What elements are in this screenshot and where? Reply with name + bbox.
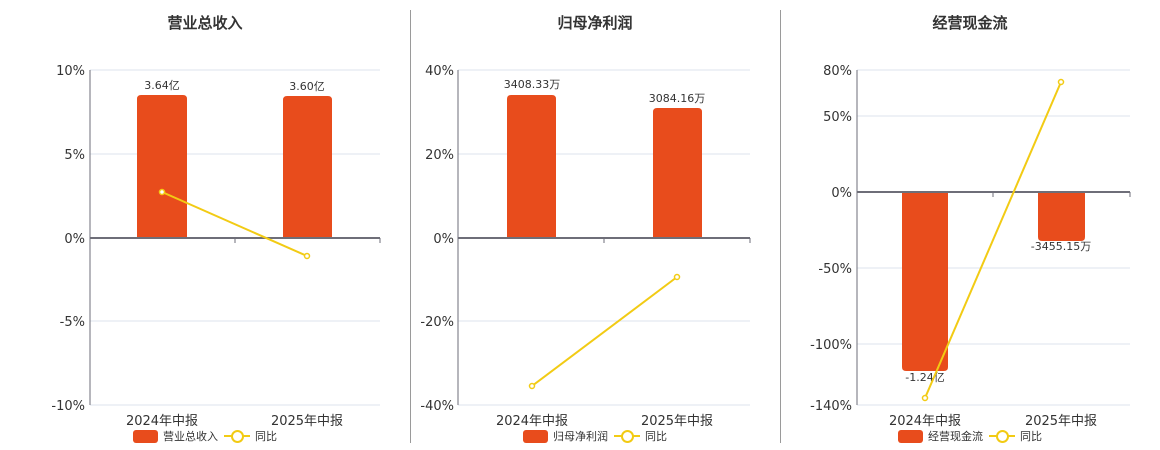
x-tick: 2024年中报 (496, 414, 568, 429)
panel-divider (410, 10, 411, 443)
y-tick: -100% (810, 338, 852, 353)
bar-value-label: 3408.33万 (504, 78, 561, 91)
bar-value-label: 3.60亿 (289, 80, 325, 93)
yoy-point[interactable] (1057, 78, 1065, 86)
chart-plot-net-profit: 40% 20% 0% -20% -40% 3408.33万 3084.16万 2… (420, 64, 751, 429)
chart-panel-revenue: 营业总收入 10% 5% 0% -5% -10% 3.64亿 3.60亿 202… (0, 0, 410, 450)
yoy-point[interactable] (528, 382, 536, 390)
panel-divider (780, 10, 781, 443)
y-tick: 0% (831, 186, 852, 201)
chart-panel-operating-cashflow: 经营现金流 80% 50% 0% -50% -100% -140% -1.24亿… (780, 0, 1160, 450)
y-tick: 40% (425, 64, 454, 79)
line-marker-icon (224, 429, 250, 443)
y-tick: 20% (425, 148, 454, 163)
x-tick: 2024年中报 (889, 414, 961, 429)
legend-label: 同比 (645, 430, 667, 443)
legend-label: 经营现金流 (928, 430, 983, 443)
chart-title: 经营现金流 (932, 14, 1008, 32)
yoy-line (924, 81, 1062, 399)
bar-2024[interactable] (137, 95, 187, 238)
y-tick: 5% (64, 148, 85, 163)
bar-value-label: -1.24亿 (905, 371, 944, 384)
legend-label: 营业总收入 (163, 430, 218, 443)
x-tick: 2025年中报 (1025, 414, 1097, 429)
yoy-point[interactable] (673, 273, 681, 281)
legend: 营业总收入 同比 (0, 428, 410, 444)
legend-label: 同比 (255, 430, 277, 443)
legend-item-bar[interactable]: 归母净利润 (523, 428, 608, 444)
yoy-line (531, 276, 678, 387)
chart-title: 归母净利润 (557, 14, 633, 32)
y-tick: 0% (433, 232, 454, 247)
bar-value-label: 3.64亿 (144, 79, 180, 92)
legend-item-bar[interactable]: 营业总收入 (133, 428, 218, 444)
y-tick: -20% (420, 315, 454, 330)
legend-item-bar[interactable]: 经营现金流 (898, 428, 983, 444)
y-tick: -5% (60, 315, 85, 330)
legend: 归母净利润 同比 (410, 428, 780, 444)
y-tick: -40% (420, 399, 454, 414)
bar-2025[interactable] (283, 96, 332, 238)
line-marker-icon (614, 429, 640, 443)
chart-title: 营业总收入 (167, 14, 243, 32)
x-tick: 2025年中报 (271, 414, 343, 429)
legend-label: 归母净利润 (553, 430, 608, 443)
bar-swatch-icon (523, 429, 548, 443)
y-tick: -10% (51, 399, 85, 414)
legend: 经营现金流 同比 (780, 428, 1160, 444)
bar-value-label: 3084.16万 (649, 92, 706, 105)
yoy-point[interactable] (158, 188, 166, 196)
legend-item-yoy[interactable]: 同比 (224, 428, 277, 444)
yoy-line (161, 191, 308, 257)
line-marker-icon (989, 429, 1015, 443)
x-tick: 2025年中报 (641, 414, 713, 429)
y-tick: -140% (810, 399, 852, 414)
y-tick: 50% (823, 110, 852, 125)
bar-2025[interactable] (653, 108, 702, 238)
chart-plot-operating-cashflow: 80% 50% 0% -50% -100% -140% -1.24亿 -3455… (810, 64, 1131, 429)
chart-plot-revenue: 10% 5% 0% -5% -10% 3.64亿 3.60亿 2024年中报 2… (51, 64, 381, 429)
yoy-point[interactable] (921, 394, 929, 402)
yoy-point[interactable] (303, 252, 311, 260)
y-tick: 0% (64, 232, 85, 247)
y-tick: 80% (823, 64, 852, 79)
bar-value-label: -3455.15万 (1031, 240, 1091, 253)
bar-2024[interactable] (507, 95, 556, 238)
legend-label: 同比 (1020, 430, 1042, 443)
x-tick: 2024年中报 (126, 414, 198, 429)
bar-swatch-icon (898, 429, 923, 443)
bar-2025[interactable] (1038, 192, 1085, 241)
bar-swatch-icon (133, 429, 158, 443)
y-tick: 10% (56, 64, 85, 79)
y-tick: -50% (818, 262, 852, 277)
legend-item-yoy[interactable]: 同比 (614, 428, 667, 444)
chart-panel-net-profit: 归母净利润 40% 20% 0% -20% -40% 3408.33万 3084… (410, 0, 780, 450)
legend-item-yoy[interactable]: 同比 (989, 428, 1042, 444)
bar-2024[interactable] (902, 192, 948, 371)
